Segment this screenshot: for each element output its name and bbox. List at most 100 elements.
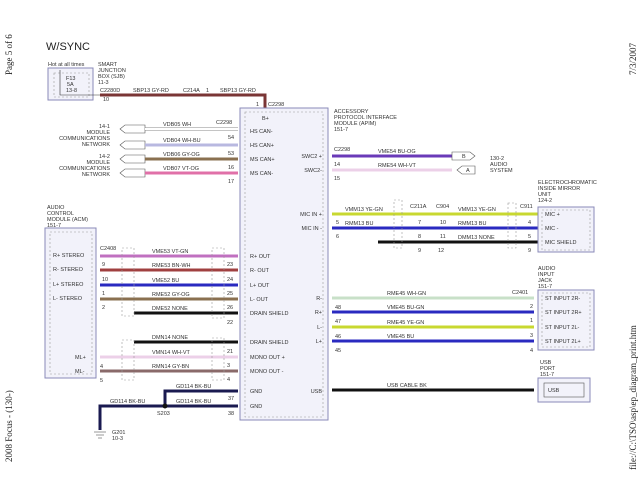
diagram-label: 12 (438, 248, 444, 254)
connector-label: C2280D (100, 88, 120, 94)
diagram-label: DRAIN SHIELD (250, 311, 289, 317)
diagram-label: R- OUT (250, 268, 270, 274)
fuse-amps: 5A (67, 82, 74, 88)
diagram-label: L+ STEREO (53, 282, 84, 288)
diagram-label: 15 (334, 176, 340, 182)
diagram-label: ST INPUT 2L+ (545, 339, 581, 345)
smart-junction-box[interactable]: Hot at all times F13 5A 13-8 SMART JUNCT… (47, 62, 126, 101)
diagram-label: GD114 BK-BU (110, 399, 145, 405)
diagram-label: VDB07 VT-OG (163, 166, 199, 172)
diagram-label: 17 (228, 179, 234, 185)
diagram-label: 5 (528, 234, 531, 240)
diagram-label: NETWORK (82, 172, 110, 178)
diagram-label: RMM13 BU (458, 221, 486, 227)
diagram-label: MIC + (545, 212, 560, 218)
diagram-label: 2 (530, 304, 533, 310)
diagram-label: C2401 (512, 290, 528, 296)
diagram-label: 37 (228, 396, 234, 402)
diagram-label: C2298 (216, 120, 232, 126)
diagram-label: VMM13 YE-GN (345, 207, 383, 213)
ground-labels: GD114 BK-BU GD114 BK-BU GD114 BK-BU S203 3… (110, 384, 234, 442)
jack-wire-labels: C2401 RME45 WH-GN VME45 BU-GN RME45 YE-GN… (335, 290, 533, 354)
file-path: file://C:\TSO\asp\ep_diagram_print.htm (628, 325, 638, 470)
diagram-label: 54 (228, 135, 234, 141)
connector-a[interactable] (456, 165, 476, 175)
diagram-label: 16 (228, 165, 234, 171)
connector-b[interactable] (451, 151, 476, 161)
diagram-label: R- STEREO (53, 267, 84, 273)
diagram-label: MS CAN- (250, 171, 273, 177)
diagram-label: MONO OUT - (250, 369, 284, 375)
diagram-label: VME45 BU-GN (387, 305, 424, 311)
diagram-label: VDB04 WH-BU (163, 138, 201, 144)
diagram-label: R- (316, 296, 322, 302)
diagram-label: ST INPUT 2R+ (545, 310, 582, 316)
diagram-label: 8 (418, 234, 421, 240)
can-connectors[interactable] (119, 124, 146, 178)
diagram-label: AUDIO (47, 205, 65, 211)
diagram-label: 21 (227, 349, 233, 355)
diagram-label: DMM13 NONE (458, 235, 495, 241)
diagram-label: 7 (418, 220, 421, 226)
module-ref: 151-7 (334, 127, 348, 133)
diagram-label: GND (250, 404, 262, 410)
gnd-wire-37[interactable] (163, 389, 238, 406)
apim-module[interactable]: B+ ACCESSORY PROTOCOL INTERFACE MODULE (… (239, 107, 397, 421)
diagram-label: VME53 VT-GN (152, 249, 188, 255)
diagram-label: 3 (227, 363, 230, 369)
splice-dot (162, 403, 168, 409)
bplus-wire[interactable] (100, 93, 267, 108)
diagram-label: PORT (540, 366, 556, 372)
diagram-label: 4 (227, 377, 230, 383)
diagram-label: 47 (335, 319, 341, 325)
diagram-label: 22 (227, 320, 233, 326)
diagram-label: 1 (102, 291, 105, 297)
diagram-label: 10-3 (112, 436, 123, 442)
diagram-label: VME45 BU (387, 334, 414, 340)
module-name: MODULE (APIM) (334, 121, 376, 127)
apim-left-pins: HS CAN- HS CAN+ MS CAN+ MS CAN- R+ OUT R… (250, 129, 289, 410)
diagram-label: VMM13 YE-GN (458, 207, 496, 213)
apim-right-pins: SWC2 + SWC2- MIC IN + MIC IN - R- R+ L- … (300, 154, 322, 395)
diagram-label: A (466, 168, 470, 174)
diagram-label: VME52 BU (152, 278, 179, 284)
diagram-label: GD114 BK-BU (176, 384, 211, 390)
diagram-label: VMN14 WH-VT (152, 350, 191, 356)
diagram-label: 9 (418, 248, 421, 254)
diagram-label: 14 (334, 162, 340, 168)
ground-icon (94, 431, 106, 439)
diagram-label: 5 (336, 220, 339, 226)
footer-model: 2008 Focus - (130-) (4, 390, 14, 462)
mirror-unit[interactable]: MIC + MIC - MIC SHIELD ELECTROCHROMATICINS… (537, 180, 597, 253)
diagram-label: JACK (538, 278, 552, 284)
diagram-label: SWC2 + (301, 154, 322, 160)
diagram-label: R+ (315, 310, 322, 316)
diagram-label: R+ STEREO (53, 253, 85, 259)
diagram-label: SYSTEM (490, 168, 513, 174)
diagram-label: MIC IN + (300, 212, 322, 218)
diagram-label: DMN14 NONE (152, 335, 188, 341)
diagram-label: R+ OUT (250, 254, 271, 260)
diagram-label: 23 (227, 262, 233, 268)
diagram-label: HS CAN+ (250, 143, 274, 149)
diagram-label: 9 (528, 248, 531, 254)
diagram-label: C211A (410, 204, 427, 210)
diagram-label: ST INPUT 2R- (545, 296, 580, 302)
diagram-label: ST INPUT 2L- (545, 325, 580, 331)
diagram-label: USB (311, 389, 323, 395)
diagram-label: 130-2 (490, 156, 504, 162)
diagram-label: 4 (528, 220, 531, 226)
diagram-label: 48 (335, 305, 341, 311)
diagram-label: G201 (112, 430, 125, 436)
gnd-wire-38[interactable] (98, 404, 238, 430)
diagram-label: 24 (227, 277, 233, 283)
diagram-label: NETWORK (82, 142, 110, 148)
diagram-label: MS CAN+ (250, 157, 275, 163)
diagram-label: RME53 BN-WH (152, 263, 191, 269)
mic-wire-labels: VMM13 YE-GN RMM13 BU VMM13 YE-GN RMM13 BU D… (336, 204, 533, 254)
